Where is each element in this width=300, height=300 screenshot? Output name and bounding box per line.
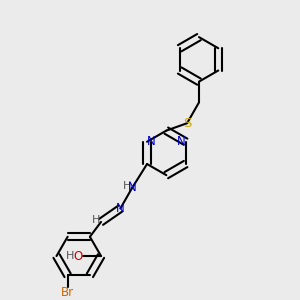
Text: H: H (123, 181, 131, 191)
Text: N: N (147, 135, 156, 148)
Text: H: H (92, 215, 100, 225)
Text: H: H (66, 251, 75, 261)
Text: Br: Br (61, 286, 74, 299)
Text: S: S (183, 117, 191, 130)
Text: N: N (128, 181, 136, 194)
Text: N: N (177, 135, 185, 148)
Text: O: O (73, 250, 83, 262)
Text: N: N (116, 202, 125, 215)
